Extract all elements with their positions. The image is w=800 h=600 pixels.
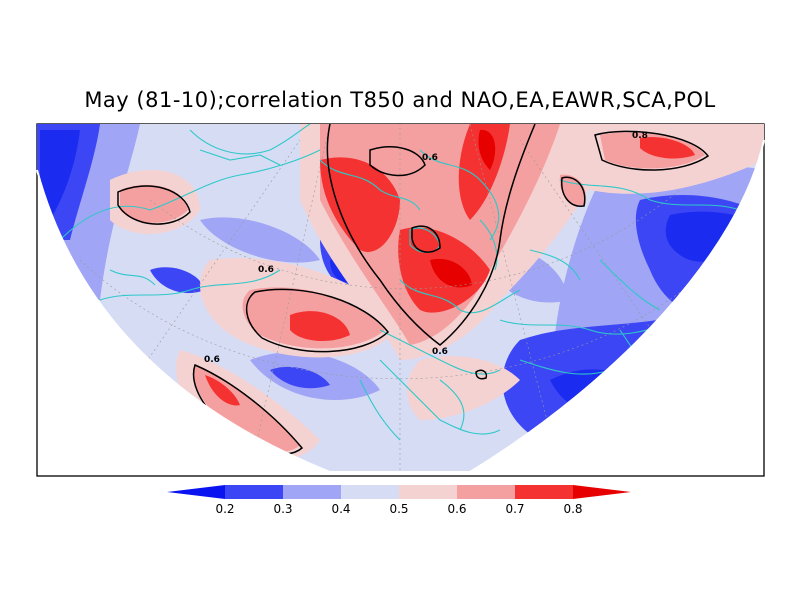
colorbar-segment bbox=[457, 485, 515, 499]
colorbar-tick-label: 0.5 bbox=[389, 502, 408, 516]
colorbar-tick-label: 0.2 bbox=[215, 502, 234, 516]
colorbar-tick-label: 0.7 bbox=[505, 502, 524, 516]
colorbar: 0.2 0.3 0.4 0.5 0.6 0.7 0.8 bbox=[167, 485, 631, 516]
colorbar-tick-label: 0.4 bbox=[331, 502, 350, 516]
map-title: May (81-10);correlation T850 and NAO,EA,… bbox=[84, 88, 716, 112]
colorbar-tick-label: 0.3 bbox=[273, 502, 292, 516]
contour-label: 0.6 bbox=[422, 153, 438, 163]
colorbar-segment bbox=[399, 485, 457, 499]
colorbar-right-triangle bbox=[573, 485, 631, 499]
colorbar-left-triangle bbox=[167, 485, 225, 499]
colorbar-tick-label: 0.6 bbox=[447, 502, 466, 516]
colorbar-tick-label: 0.8 bbox=[563, 502, 582, 516]
contour-label: 0.8 bbox=[632, 131, 648, 141]
contour-label: 0.6 bbox=[258, 265, 274, 275]
contour-label: 0.6 bbox=[204, 355, 220, 365]
contour-label: 0.6 bbox=[432, 347, 448, 357]
colorbar-segment bbox=[341, 485, 399, 499]
colorbar-segment bbox=[515, 485, 573, 499]
colorbar-segment bbox=[225, 485, 283, 499]
colorbar-segment bbox=[283, 485, 341, 499]
